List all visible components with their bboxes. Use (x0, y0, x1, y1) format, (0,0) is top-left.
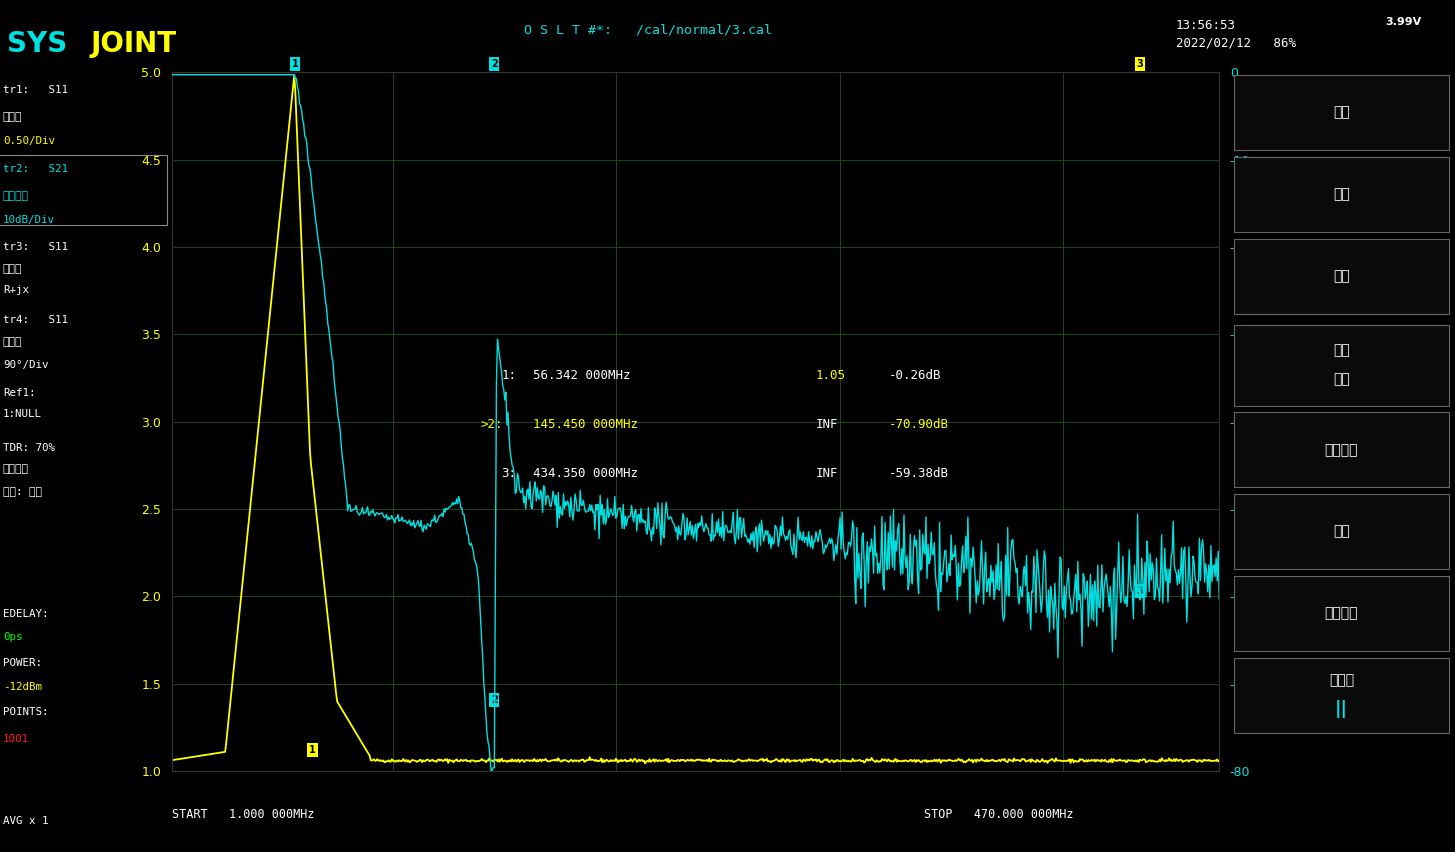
Text: TDR: 70%: TDR: 70% (3, 443, 55, 453)
Text: 史密斯: 史密斯 (3, 264, 22, 274)
Text: 1: 1 (292, 59, 298, 69)
Text: 56.342 000MHz: 56.342 000MHz (533, 370, 630, 383)
Text: INF: INF (816, 418, 838, 431)
Text: >2:: >2: (480, 418, 503, 431)
Text: 标记: 标记 (1333, 187, 1350, 201)
Text: Ref1:: Ref1: (3, 388, 35, 398)
Text: 1001: 1001 (3, 734, 29, 745)
Text: 145.450 000MHz: 145.450 000MHz (533, 418, 639, 431)
Text: 驻波比: 驻波比 (3, 112, 22, 123)
Text: -70.90dB: -70.90dB (889, 418, 949, 431)
Text: -59.38dB: -59.38dB (889, 467, 949, 481)
Text: tr1:   S11: tr1: S11 (3, 85, 68, 95)
Text: 0.50/Div: 0.50/Div (3, 136, 55, 147)
Text: 设置: 设置 (1333, 525, 1350, 538)
Text: 对数幅度: 对数幅度 (3, 191, 29, 201)
Text: R+jx: R+jx (3, 285, 29, 296)
Text: JOINT: JOINT (90, 30, 176, 58)
Text: 3: 3 (1136, 59, 1144, 69)
Text: 1.05: 1.05 (816, 370, 845, 383)
Text: 3: 3 (1136, 586, 1144, 596)
Text: -0.26dB: -0.26dB (889, 370, 941, 383)
Text: 2: 2 (490, 59, 498, 69)
Text: 存储功能: 存储功能 (1324, 607, 1359, 620)
Text: tr3:   S11: tr3: S11 (3, 242, 68, 252)
Text: -12dBm: -12dBm (3, 682, 42, 692)
Text: 1:: 1: (502, 370, 517, 383)
Text: 2: 2 (490, 695, 498, 705)
Text: 90°/Div: 90°/Div (3, 360, 48, 370)
Text: 3:: 3: (502, 467, 517, 481)
Text: O S L T #*:   /cal/normal/3.cal: O S L T #*: /cal/normal/3.cal (524, 24, 771, 37)
Text: POINTS:: POINTS: (3, 707, 48, 717)
Text: START   1.000 000MHz: START 1.000 000MHz (172, 808, 314, 820)
Text: EDELAY:: EDELAY: (3, 609, 48, 619)
Text: 1: 1 (308, 746, 316, 755)
Text: 窗口: 正常: 窗口: 正常 (3, 487, 42, 498)
Text: INF: INF (816, 467, 838, 481)
Text: SYS: SYS (7, 30, 67, 58)
Text: 运行中: 运行中 (1328, 673, 1355, 687)
Text: 校准: 校准 (1333, 269, 1350, 283)
Text: 激励: 激励 (1333, 106, 1350, 119)
Text: 相频图: 相频图 (3, 337, 22, 348)
Text: tr2:   S21: tr2: S21 (3, 164, 68, 174)
Text: tr4:   S11: tr4: S11 (3, 315, 68, 325)
Text: ||: || (1336, 699, 1347, 718)
Text: 保存: 保存 (1333, 343, 1350, 357)
Text: STOP   470.000 000MHz: STOP 470.000 000MHz (924, 808, 1074, 820)
Text: 文件管理: 文件管理 (1324, 443, 1359, 457)
Text: 10dB/Div: 10dB/Div (3, 215, 55, 225)
Text: 13:56:53: 13:56:53 (1176, 19, 1235, 32)
Text: 3.99V: 3.99V (1385, 17, 1422, 26)
Text: POWER:: POWER: (3, 658, 42, 668)
Text: 带通滤波: 带通滤波 (3, 464, 29, 475)
Text: 434.350 000MHz: 434.350 000MHz (533, 467, 639, 481)
Text: 2022/02/12   86%: 2022/02/12 86% (1176, 37, 1295, 49)
Text: 回调: 回调 (1333, 372, 1350, 386)
Text: AVG x 1: AVG x 1 (3, 816, 48, 826)
Text: 0ps: 0ps (3, 632, 22, 642)
Text: 1:NULL: 1:NULL (3, 409, 42, 419)
